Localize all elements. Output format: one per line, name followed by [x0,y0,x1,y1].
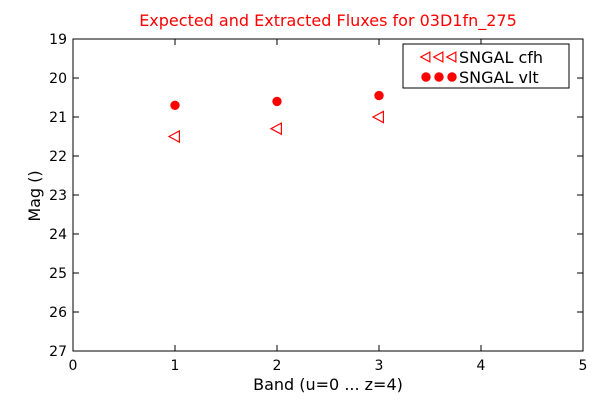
y-tick-label: 26 [49,305,67,321]
y-tick-label: 27 [49,344,67,360]
legend-marker-sngal-vlt [447,72,457,82]
x-axis-label: Band (u=0 ... z=4) [253,375,403,394]
legend-marker-sngal-cfh [445,51,457,63]
data-point-sngal-vlt [374,90,384,101]
legend-box [402,43,570,89]
x-tick-label: 0 [69,358,78,374]
legend-marker-sngal-vlt [421,72,431,82]
x-tick-label: 5 [579,358,588,374]
x-tick-label: 1 [171,358,180,374]
y-tick-label: 21 [49,110,67,126]
data-point-sngal-cfh [167,129,180,144]
y-tick-label: 23 [49,188,67,204]
y-tick-label: 24 [49,227,67,243]
y-tick-label: 22 [49,149,67,165]
data-point-sngal-vlt [272,96,282,107]
x-tick-label: 4 [477,358,486,374]
legend-marker-sngal-cfh [432,51,444,63]
x-tick-label: 2 [273,358,282,374]
legend-label: SNGAL cfh [459,48,543,67]
y-axis-label: Mag () [25,170,44,221]
y-tick-label: 19 [49,32,67,48]
chart-title: Expected and Extracted Fluxes for 03D1fn… [139,11,517,31]
legend-label: SNGAL vlt [459,68,539,87]
y-tick-label: 20 [49,71,67,87]
legend-marker-sngal-vlt [434,72,444,82]
y-tick-label: 25 [49,266,67,282]
legend-marker-sngal-cfh [419,51,431,63]
x-tick-label: 3 [375,358,384,374]
data-point-sngal-cfh [269,122,282,136]
data-point-sngal-vlt [170,100,180,111]
data-point-sngal-cfh [371,110,384,124]
